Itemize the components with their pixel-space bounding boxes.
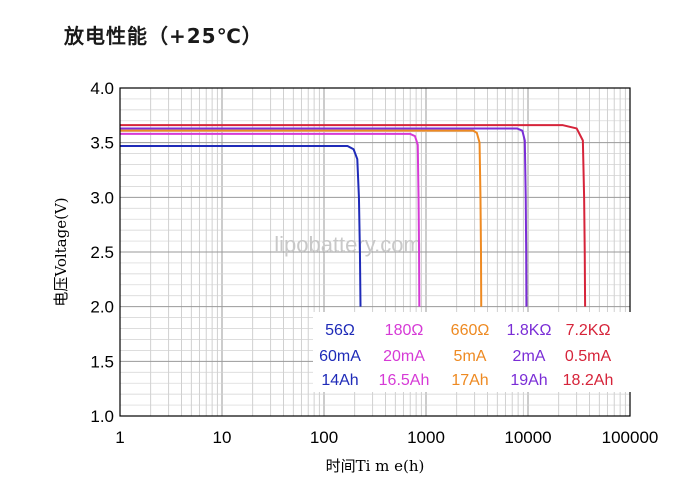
x-tick-label: 100000 <box>602 428 659 447</box>
y-tick-label: 1.0 <box>90 407 114 426</box>
series-line <box>120 144 362 307</box>
x-tick-label: 10 <box>213 428 232 447</box>
legend-load: 1.8KΩ <box>507 322 552 339</box>
legend-current: 60mA <box>319 348 361 365</box>
series-lines <box>120 124 587 307</box>
y-tick-label: 3.5 <box>90 134 114 153</box>
legend-current: 5mA <box>454 348 487 365</box>
x-tick-label: 1 <box>115 428 124 447</box>
series-line <box>120 132 421 307</box>
legend-capacity: 19Ah <box>510 372 547 389</box>
y-tick-label: 2.5 <box>90 243 114 262</box>
y-tick-label: 2.0 <box>90 298 114 317</box>
page-title: 放电性能（+25℃） <box>64 24 263 48</box>
legend-load: 7.2KΩ <box>566 322 611 339</box>
legend: 56Ω 60mA 14Ah 180Ω 20mA 16.5Ah 660Ω 5mA 17Ah 1.8K… <box>319 322 613 389</box>
legend-capacity: 16.5Ah <box>379 372 430 389</box>
y-tick-label: 1.5 <box>90 352 114 371</box>
x-tick-label: 100 <box>310 428 338 447</box>
legend-load: 180Ω <box>385 322 424 339</box>
x-axis-label: 时间Ti m e(h) <box>326 457 425 475</box>
x-tick-label: 1000 <box>407 428 445 447</box>
y-tick-label: 3.0 <box>90 188 114 207</box>
y-tick-labels: 1.0 1.5 2.0 2.5 3.0 3.5 4.0 <box>90 79 114 426</box>
y-axis-label: 电压Voltage(V) <box>52 197 70 306</box>
legend-capacity: 14Ah <box>321 372 358 389</box>
legend-current: 20mA <box>383 348 425 365</box>
legend-load: 56Ω <box>325 322 355 339</box>
watermark: lipobattery.com <box>274 232 422 257</box>
legend-current: 0.5mA <box>565 348 612 365</box>
x-tick-labels: 1 10 100 1000 10000 100000 <box>115 428 658 447</box>
y-tick-label: 4.0 <box>90 79 114 98</box>
x-tick-label: 10000 <box>504 428 551 447</box>
legend-capacity: 18.2Ah <box>563 372 614 389</box>
series-line <box>120 124 587 307</box>
plot-frame <box>119 87 631 417</box>
series-line <box>120 129 483 307</box>
legend-load: 660Ω <box>451 322 490 339</box>
series-line <box>120 127 528 307</box>
legend-box <box>313 312 631 392</box>
legend-capacity: 17Ah <box>451 372 488 389</box>
legend-current: 2mA <box>513 348 546 365</box>
